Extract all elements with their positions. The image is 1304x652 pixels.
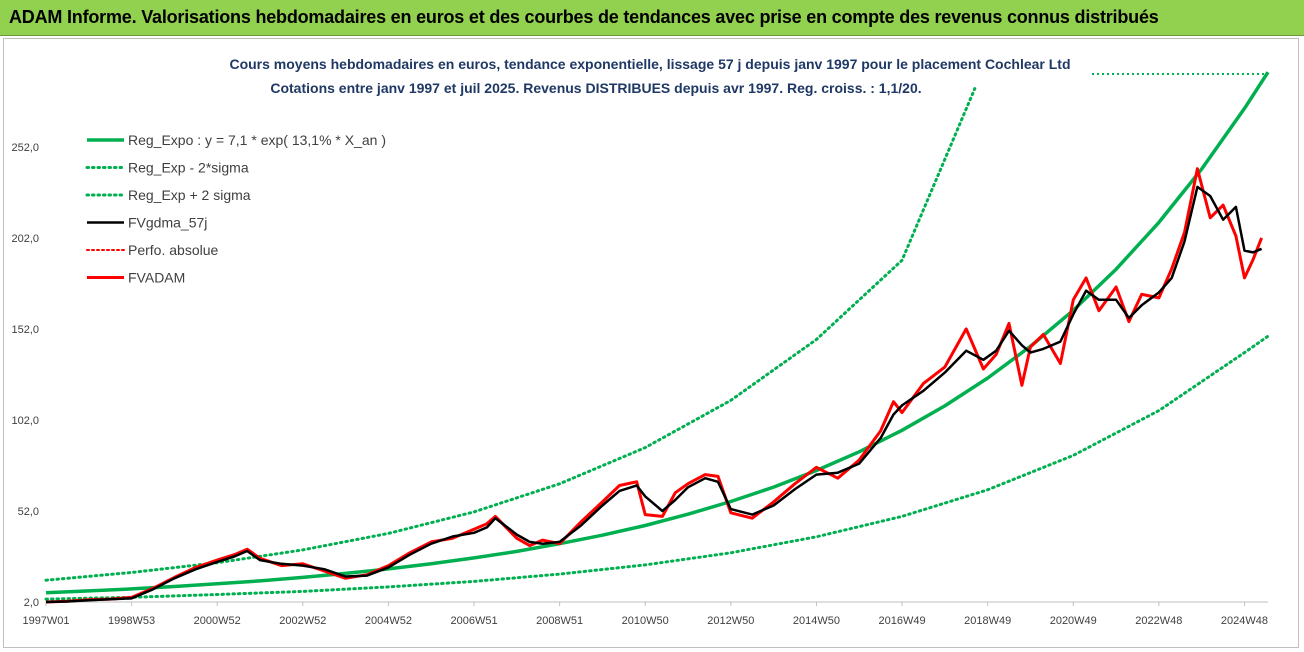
x-tick-label: 2012W50 [707, 615, 754, 627]
x-tick-label: 2006W51 [450, 615, 497, 627]
x-tick-label: 2016W49 [878, 615, 925, 627]
reg-exp-plus-2sigma-line [44, 87, 977, 582]
chart-title: Cours moyens hebdomadaires en euros, ten… [229, 56, 1070, 72]
y-tick-label: 102,0 [11, 415, 39, 427]
x-tick-label: 2018W49 [964, 615, 1011, 627]
fvadam-line [45, 167, 1263, 604]
y-tick-label: 2,0 [24, 597, 39, 609]
y-tick-label: 252,0 [11, 142, 39, 154]
x-tick-label: 2020W49 [1050, 615, 1097, 627]
report-banner: ADAM Informe. Valorisations hebdomadaire… [0, 0, 1304, 36]
x-tick-label: 2002W52 [279, 615, 326, 627]
x-tick-label: 2024W48 [1221, 615, 1268, 627]
legend-label: Reg_Exp + 2 sigma [128, 187, 251, 203]
legend-label: Reg_Expo : y = 7,1 * exp( 13,1% * X_an ) [128, 132, 386, 148]
fvgdma-57j-line [45, 185, 1263, 604]
x-tick-label: 1997W01 [22, 615, 69, 627]
x-tick-label: 2022W48 [1135, 615, 1182, 627]
y-tick-label: 152,0 [11, 324, 39, 336]
x-tick-label: 2000W52 [194, 615, 241, 627]
legend-label: Reg_Exp - 2*sigma [128, 160, 249, 176]
y-tick-label: 52,0 [18, 506, 39, 518]
legend-label: FVgdma_57j [128, 215, 207, 231]
x-tick-label: 2008W51 [536, 615, 583, 627]
legend-label: FVADAM [128, 270, 185, 286]
x-tick-label: 2004W52 [365, 615, 412, 627]
chart-subtitle: Cotations entre janv 1997 et juil 2025. … [270, 80, 921, 96]
x-tick-label: 1998W53 [108, 615, 155, 627]
x-tick-label: 2014W50 [793, 615, 840, 627]
report-banner-title: ADAM Informe. Valorisations hebdomadaire… [9, 7, 1159, 27]
legend-label: Perfo. absolue [128, 242, 218, 258]
reg-exp-minus-2sigma-line [44, 334, 1270, 601]
chart-frame [3, 38, 1299, 648]
x-tick-label: 2010W50 [622, 615, 669, 627]
y-tick-label: 202,0 [11, 233, 39, 245]
